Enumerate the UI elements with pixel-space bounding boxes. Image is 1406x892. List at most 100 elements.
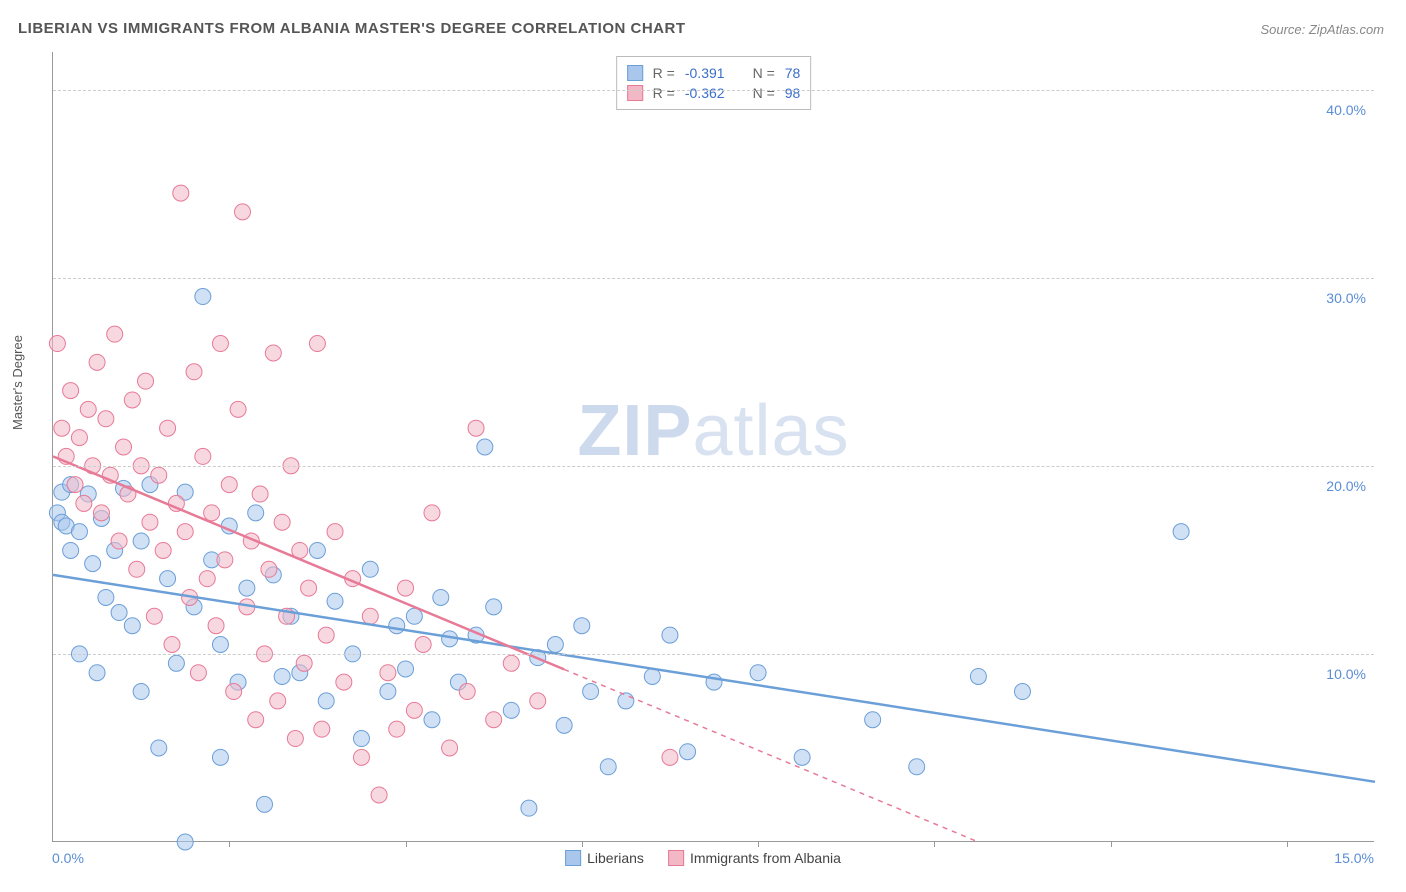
data-point xyxy=(98,411,114,427)
data-point xyxy=(309,542,325,558)
data-point xyxy=(173,185,189,201)
data-point xyxy=(301,580,317,596)
data-point xyxy=(433,589,449,605)
data-point xyxy=(76,495,92,511)
data-point xyxy=(353,731,369,747)
data-point xyxy=(204,505,220,521)
data-point xyxy=(309,336,325,352)
y-tick-label: 20.0% xyxy=(1326,478,1366,494)
data-point xyxy=(212,749,228,765)
data-point xyxy=(54,420,70,436)
data-point xyxy=(618,693,634,709)
data-point xyxy=(195,448,211,464)
data-point xyxy=(296,655,312,671)
data-point xyxy=(274,514,290,530)
data-point xyxy=(794,749,810,765)
data-point xyxy=(327,593,343,609)
data-point xyxy=(133,533,149,549)
data-point xyxy=(398,661,414,677)
data-point xyxy=(124,392,140,408)
data-point xyxy=(138,373,154,389)
data-point xyxy=(314,721,330,737)
data-point xyxy=(583,684,599,700)
data-point xyxy=(257,796,273,812)
data-point xyxy=(1014,684,1030,700)
data-point xyxy=(63,542,79,558)
data-point xyxy=(380,684,396,700)
data-point xyxy=(353,749,369,765)
legend-label: Immigrants from Albania xyxy=(690,850,841,866)
data-point xyxy=(270,693,286,709)
data-point xyxy=(164,637,180,653)
legend-swatch xyxy=(668,850,684,866)
data-point xyxy=(71,430,87,446)
data-point xyxy=(248,505,264,521)
data-point xyxy=(865,712,881,728)
gridline xyxy=(53,466,1374,467)
data-point xyxy=(468,420,484,436)
data-point xyxy=(177,834,193,850)
data-point xyxy=(530,693,546,709)
data-point xyxy=(116,439,132,455)
legend-item: Immigrants from Albania xyxy=(668,850,841,866)
data-point xyxy=(556,717,572,733)
data-point xyxy=(644,668,660,684)
data-point xyxy=(970,668,986,684)
data-point xyxy=(155,542,171,558)
data-point xyxy=(287,731,303,747)
data-point xyxy=(89,354,105,370)
data-point xyxy=(336,674,352,690)
data-point xyxy=(177,524,193,540)
x-axis-min-label: 0.0% xyxy=(52,850,84,866)
data-point xyxy=(406,608,422,624)
data-point xyxy=(406,702,422,718)
data-point xyxy=(186,364,202,380)
data-point xyxy=(80,401,96,417)
data-point xyxy=(750,665,766,681)
data-point xyxy=(380,665,396,681)
data-point xyxy=(98,589,114,605)
x-tick xyxy=(934,841,935,847)
data-point xyxy=(662,627,678,643)
data-point xyxy=(85,556,101,572)
data-point xyxy=(265,345,281,361)
data-point xyxy=(195,289,211,305)
y-tick-label: 30.0% xyxy=(1326,290,1366,306)
chart-title: LIBERIAN VS IMMIGRANTS FROM ALBANIA MAST… xyxy=(18,20,686,37)
data-point xyxy=(199,571,215,587)
y-tick-label: 40.0% xyxy=(1326,102,1366,118)
trend-line xyxy=(53,456,564,669)
data-point xyxy=(521,800,537,816)
data-point xyxy=(362,608,378,624)
data-point xyxy=(133,684,149,700)
data-point xyxy=(389,721,405,737)
data-point xyxy=(151,467,167,483)
x-tick xyxy=(229,841,230,847)
chart-svg xyxy=(53,52,1374,841)
data-point xyxy=(190,665,206,681)
data-point xyxy=(424,505,440,521)
data-point xyxy=(547,637,563,653)
data-point xyxy=(49,336,65,352)
data-point xyxy=(389,618,405,634)
data-point xyxy=(226,684,242,700)
data-point xyxy=(168,655,184,671)
data-point xyxy=(362,561,378,577)
data-point xyxy=(327,524,343,540)
data-point xyxy=(160,571,176,587)
data-point xyxy=(318,627,334,643)
trend-line xyxy=(53,575,1375,782)
data-point xyxy=(146,608,162,624)
data-point xyxy=(459,684,475,700)
x-tick xyxy=(406,841,407,847)
data-point xyxy=(442,740,458,756)
legend-item: Liberians xyxy=(565,850,644,866)
data-point xyxy=(89,665,105,681)
gridline xyxy=(53,654,1374,655)
data-point xyxy=(217,552,233,568)
data-point xyxy=(503,702,519,718)
data-point xyxy=(486,712,502,728)
legend-label: Liberians xyxy=(587,850,644,866)
data-point xyxy=(503,655,519,671)
data-point xyxy=(107,326,123,342)
